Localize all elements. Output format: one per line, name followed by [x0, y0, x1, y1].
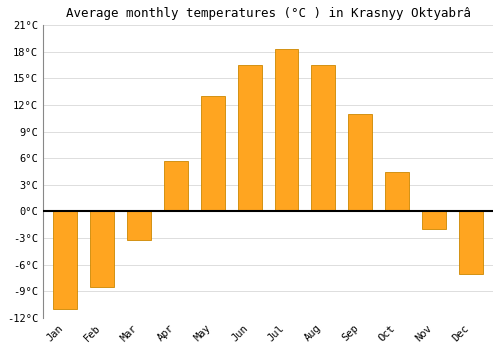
- Bar: [53, 211, 77, 309]
- Bar: [127, 211, 151, 240]
- Bar: [90, 211, 114, 287]
- Bar: [385, 172, 409, 211]
- Bar: [274, 49, 298, 211]
- Bar: [200, 96, 224, 211]
- Bar: [238, 65, 262, 211]
- Bar: [459, 211, 483, 274]
- Bar: [312, 65, 336, 211]
- Bar: [348, 114, 372, 211]
- Title: Average monthly temperatures (°C ) in Krasnyy Oktyabrâ: Average monthly temperatures (°C ) in Kr…: [66, 7, 470, 20]
- Bar: [422, 211, 446, 229]
- Bar: [164, 161, 188, 211]
